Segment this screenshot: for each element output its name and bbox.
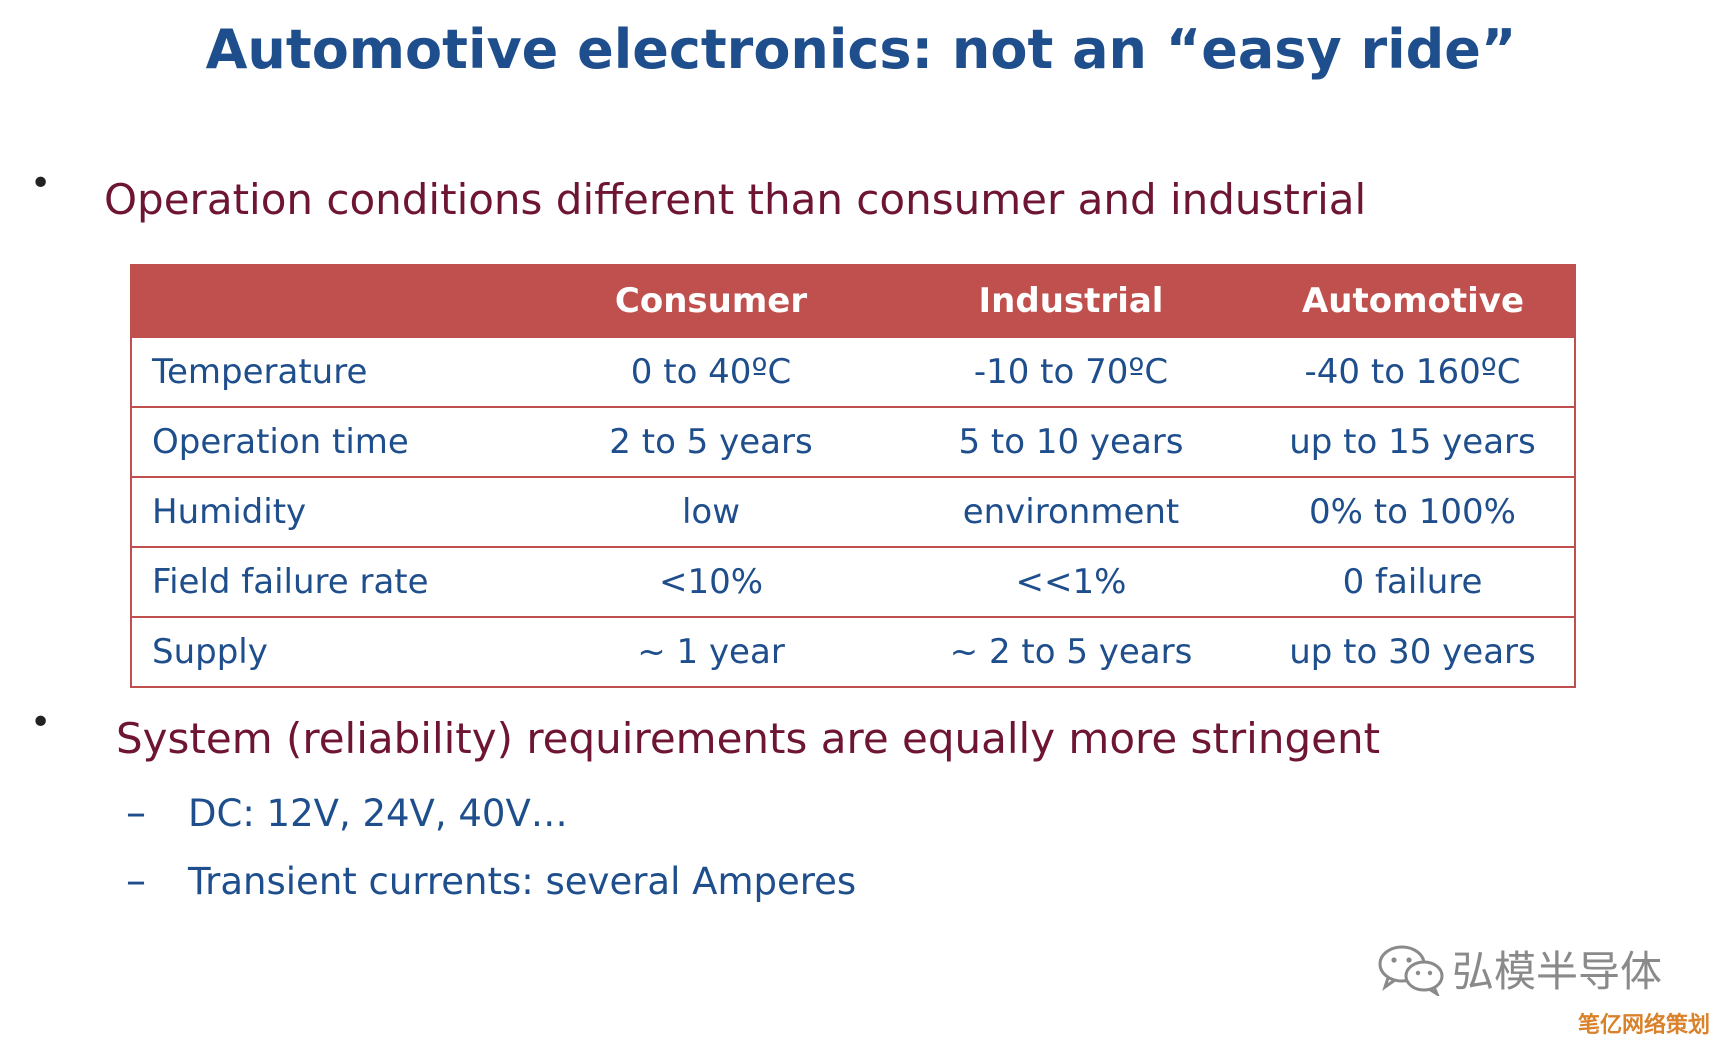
corner-watermark: 笔亿网络策划 [1577, 1013, 1710, 1038]
table-cell: <10% [531, 546, 891, 618]
table-cell: ~ 2 to 5 years [891, 616, 1251, 688]
bullet-item: Operation conditions different than cons… [104, 175, 1366, 224]
row-label: Supply [130, 616, 531, 688]
table-header-row: Consumer Industrial Automotive [130, 264, 1576, 338]
watermark-text: 弘模半导体 [1452, 947, 1663, 996]
table-cell: 0 to 40ºC [531, 336, 891, 408]
sub-bullet-text: Transient currents: several Amperes [188, 860, 857, 903]
table-row: Temperature 0 to 40ºC -10 to 70ºC -40 to… [130, 336, 1576, 408]
table-cell: 2 to 5 years [531, 406, 891, 478]
table-row: Operation time 2 to 5 years 5 to 10 year… [130, 406, 1576, 478]
table-row: Humidity low environment 0% to 100% [130, 476, 1576, 548]
header-empty [130, 264, 532, 338]
bullet-marker: • [30, 702, 52, 743]
header-industrial: Industrial [890, 264, 1252, 338]
table-cell: 0 failure [1251, 546, 1576, 618]
table-cell: -10 to 70ºC [891, 336, 1251, 408]
comparison-table: Consumer Industrial Automotive Temperatu… [130, 264, 1576, 688]
slide-title: Automotive electronics: not an “easy rid… [205, 18, 1517, 81]
bullet-item: System (reliability) requirements are eq… [116, 714, 1380, 763]
table-cell: 0% to 100% [1251, 476, 1576, 548]
table-cell: up to 15 years [1251, 406, 1576, 478]
header-consumer: Consumer [530, 264, 892, 338]
table-cell: -40 to 160ºC [1251, 336, 1576, 408]
table-cell: ~ 1 year [531, 616, 891, 688]
row-label: Operation time [130, 406, 531, 478]
bullet-marker: • [30, 163, 52, 204]
table-row: Field failure rate <10% <<1% 0 failure [130, 546, 1576, 618]
sub-bullet-marker: – [126, 858, 146, 904]
row-label: Field failure rate [130, 546, 531, 618]
table-cell: <<1% [891, 546, 1251, 618]
row-label: Temperature [130, 336, 531, 408]
wechat-icon [1378, 945, 1444, 996]
table-cell: low [531, 476, 891, 548]
sub-bullet-marker: – [126, 790, 146, 836]
row-label: Humidity [130, 476, 531, 548]
bullet-text: System (reliability) requirements are eq… [116, 714, 1381, 763]
watermark: 弘模半导体 [1376, 938, 1662, 999]
table-row: Supply ~ 1 year ~ 2 to 5 years up to 30 … [130, 616, 1576, 688]
table-cell: 5 to 10 years [891, 406, 1251, 478]
table-cell: up to 30 years [1251, 616, 1576, 688]
bullet-text: Operation conditions different than cons… [104, 175, 1367, 224]
header-automotive: Automotive [1250, 264, 1576, 338]
table-cell: environment [891, 476, 1251, 548]
sub-bullet-text: DC: 12V, 24V, 40V… [188, 792, 568, 835]
